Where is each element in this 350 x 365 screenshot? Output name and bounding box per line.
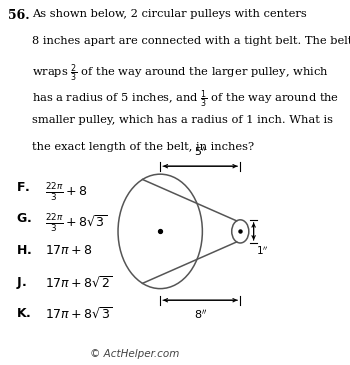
Text: smaller pulley, which has a radius of 1 inch. What is: smaller pulley, which has a radius of 1 … bbox=[32, 115, 333, 125]
Text: $1''$: $1''$ bbox=[256, 245, 268, 257]
Text: 56.: 56. bbox=[8, 9, 30, 22]
Text: $\frac{22\pi}{3} + 8\sqrt{3}$: $\frac{22\pi}{3} + 8\sqrt{3}$ bbox=[46, 212, 108, 234]
Text: $17\pi + 8$: $17\pi + 8$ bbox=[46, 244, 93, 257]
Text: As shown below, 2 circular pulleys with centers: As shown below, 2 circular pulleys with … bbox=[32, 9, 307, 19]
Text: $5''$: $5''$ bbox=[194, 145, 207, 158]
Text: © ActHelper.com: © ActHelper.com bbox=[90, 349, 180, 359]
Text: $\mathbf{G.}$: $\mathbf{G.}$ bbox=[16, 212, 32, 225]
Text: the exact length of the belt, in inches?: the exact length of the belt, in inches? bbox=[32, 142, 254, 151]
Text: $\mathbf{J.}$: $\mathbf{J.}$ bbox=[16, 275, 27, 291]
Text: $\mathbf{K.}$: $\mathbf{K.}$ bbox=[16, 307, 31, 320]
Text: $17\pi + 8\sqrt{2}$: $17\pi + 8\sqrt{2}$ bbox=[46, 275, 113, 291]
Text: has a radius of 5 inches, and $\frac{1}{3}$ of the way around the: has a radius of 5 inches, and $\frac{1}{… bbox=[32, 89, 339, 110]
Text: 8 inches apart are connected with a tight belt. The belt: 8 inches apart are connected with a tigh… bbox=[32, 36, 350, 46]
Text: $\mathbf{F.}$: $\mathbf{F.}$ bbox=[16, 181, 30, 194]
Text: wraps $\frac{2}{3}$ of the way around the larger pulley, which: wraps $\frac{2}{3}$ of the way around th… bbox=[32, 62, 329, 84]
Text: $8''$: $8''$ bbox=[194, 308, 207, 321]
Text: $17\pi + 8\sqrt{3}$: $17\pi + 8\sqrt{3}$ bbox=[46, 307, 113, 322]
Text: $\frac{22\pi}{3} + 8$: $\frac{22\pi}{3} + 8$ bbox=[46, 181, 88, 203]
Text: $\mathbf{H.}$: $\mathbf{H.}$ bbox=[16, 244, 32, 257]
